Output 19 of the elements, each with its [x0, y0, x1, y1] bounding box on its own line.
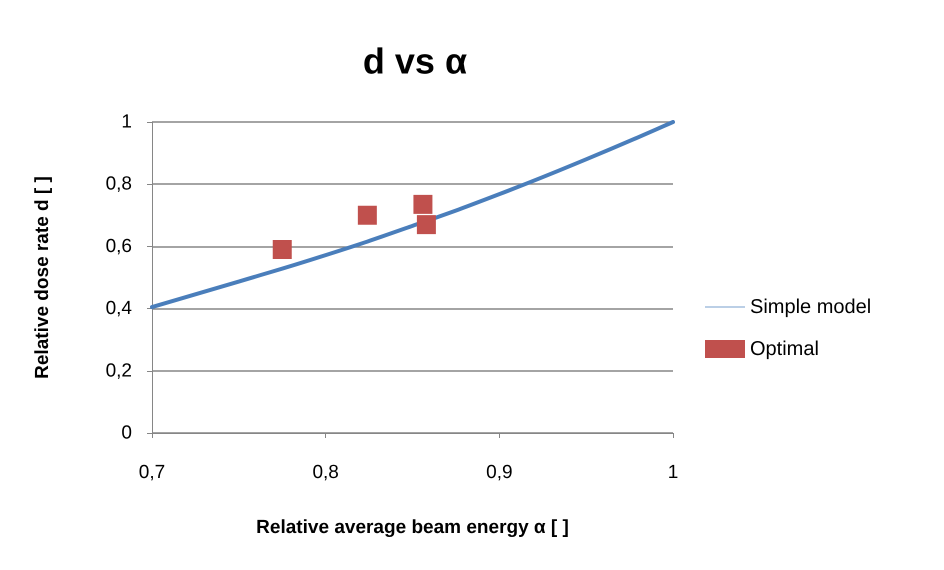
y-tick-label: 0,6: [106, 236, 132, 257]
y-tick-label: 0: [121, 422, 132, 444]
x-tick-label: 0,9: [486, 462, 513, 483]
x-tick-label: 0,7: [138, 462, 166, 483]
point: [413, 194, 432, 214]
point: [416, 215, 436, 234]
legend-label: Optimal: [750, 338, 819, 360]
y-tick-label: 0,4: [106, 298, 132, 320]
y-tick-label: 0,8: [106, 174, 132, 195]
legend-label: Simple model: [750, 296, 872, 318]
x-tick-label: 1: [668, 462, 678, 483]
point: [272, 240, 292, 260]
y-tick-label: 1: [121, 112, 132, 132]
x-tick-label: 0,8: [312, 462, 339, 483]
x-axis-title: Relative average beam energy α [ ]: [256, 517, 569, 538]
chart-title: d vs α: [362, 40, 468, 82]
point: [358, 206, 377, 225]
y-tick-label: 0,2: [106, 360, 132, 382]
y-axis-title: Relative dose rate d [ ]: [32, 176, 53, 379]
